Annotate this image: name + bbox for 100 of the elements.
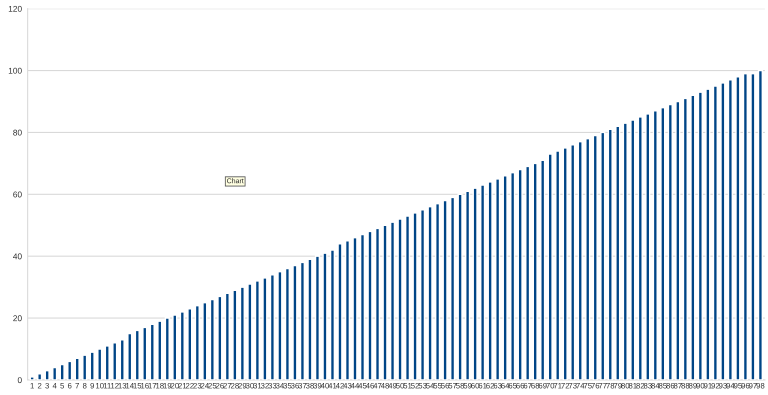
bar xyxy=(540,160,546,380)
bar xyxy=(735,76,740,380)
bar xyxy=(712,85,718,380)
bar xyxy=(240,286,245,380)
bar xyxy=(458,194,463,380)
y-tick-label: 100 xyxy=(8,68,22,74)
bar xyxy=(52,366,58,380)
y-tick-label: 20 xyxy=(13,315,22,322)
bar xyxy=(638,116,643,380)
bar xyxy=(360,234,366,380)
bar xyxy=(742,72,748,380)
bar xyxy=(300,262,306,380)
bar xyxy=(337,243,343,380)
bar xyxy=(322,252,328,380)
bar xyxy=(690,94,696,380)
bar xyxy=(525,166,530,380)
bar xyxy=(578,141,583,380)
bar xyxy=(97,348,102,380)
bar xyxy=(30,376,35,380)
bar xyxy=(127,332,132,380)
bar xyxy=(645,113,650,380)
bar xyxy=(390,221,396,380)
bar xyxy=(758,70,763,380)
bar xyxy=(367,230,373,380)
bar xyxy=(352,236,358,380)
bar xyxy=(630,119,636,380)
bar xyxy=(344,240,350,380)
bar xyxy=(172,314,178,380)
bar xyxy=(442,200,448,380)
bar xyxy=(284,268,290,380)
bar xyxy=(592,134,598,380)
bar xyxy=(570,144,576,380)
bar xyxy=(74,358,80,380)
bar xyxy=(104,345,110,380)
bar xyxy=(330,249,336,380)
bar xyxy=(270,274,275,380)
bar xyxy=(518,168,523,380)
bar xyxy=(150,324,155,380)
bar xyxy=(277,271,282,380)
bar xyxy=(382,224,388,380)
bar xyxy=(194,305,200,380)
bar xyxy=(224,292,230,380)
bar xyxy=(532,162,538,380)
bar xyxy=(480,184,486,380)
bar xyxy=(555,150,560,380)
bar xyxy=(750,72,756,380)
y-tick-label: 80 xyxy=(13,130,22,136)
bar xyxy=(488,181,493,380)
bar xyxy=(698,92,703,380)
bar xyxy=(608,128,613,380)
bar xyxy=(44,370,50,380)
bar xyxy=(668,104,673,380)
bar xyxy=(292,264,298,380)
bar xyxy=(262,277,268,380)
bar xyxy=(142,326,148,380)
bar xyxy=(254,280,260,380)
y-tick-label: 60 xyxy=(13,192,22,198)
bar xyxy=(374,228,380,380)
bar xyxy=(164,317,170,380)
bar xyxy=(210,298,215,380)
bar xyxy=(510,172,516,380)
bar xyxy=(420,209,426,380)
bar xyxy=(82,354,88,380)
bar xyxy=(120,339,125,380)
bar xyxy=(180,311,185,380)
bar xyxy=(307,258,313,380)
bar xyxy=(90,351,95,380)
bar xyxy=(622,122,628,380)
bar xyxy=(720,82,726,380)
bar xyxy=(705,88,710,380)
bar xyxy=(397,218,403,380)
bar xyxy=(37,373,42,380)
bar xyxy=(435,202,440,380)
bar xyxy=(660,107,666,380)
bar xyxy=(187,308,192,380)
bar xyxy=(67,360,72,380)
bar xyxy=(134,330,140,380)
bar xyxy=(112,342,118,380)
bar xyxy=(202,302,208,380)
bar xyxy=(428,206,433,380)
y-tick-label: 40 xyxy=(13,253,22,260)
bar xyxy=(472,187,478,380)
bar xyxy=(247,283,252,380)
bar xyxy=(548,153,553,380)
bar xyxy=(682,98,688,380)
bar xyxy=(600,132,606,380)
bar xyxy=(232,290,238,380)
bar xyxy=(652,110,658,380)
bar xyxy=(585,138,590,380)
bar xyxy=(217,296,222,380)
bar xyxy=(404,215,410,380)
bar xyxy=(675,100,680,380)
bar xyxy=(562,147,568,380)
bar xyxy=(412,212,418,380)
y-tick-label: 0 xyxy=(18,377,22,384)
bar xyxy=(495,178,500,380)
bar xyxy=(450,196,456,380)
y-tick-label: 120 xyxy=(8,6,22,12)
bar xyxy=(728,79,733,380)
bar xyxy=(502,175,508,380)
